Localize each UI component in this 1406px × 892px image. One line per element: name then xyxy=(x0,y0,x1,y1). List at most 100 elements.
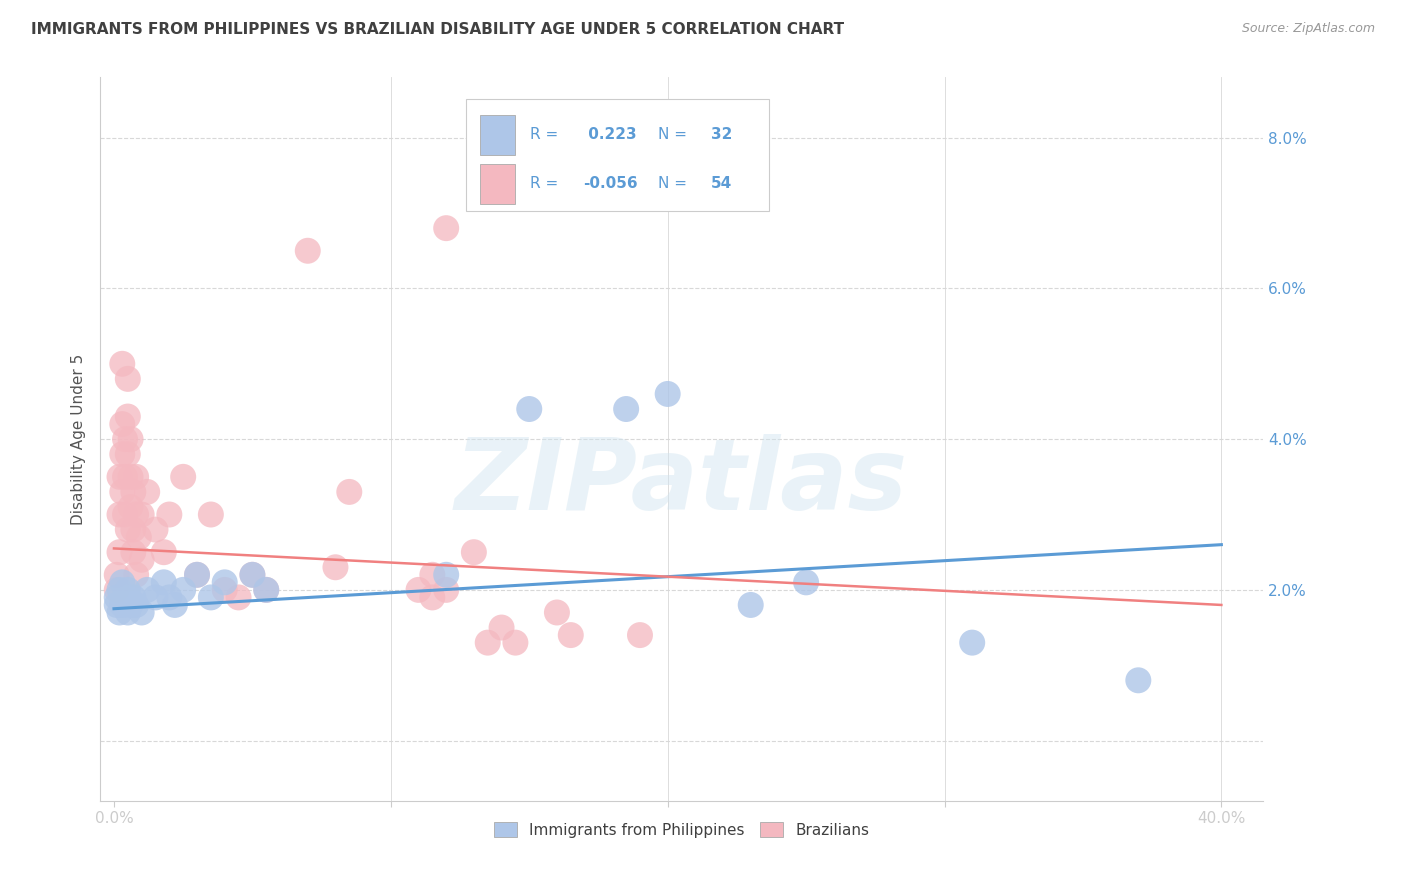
Point xyxy=(120,598,142,612)
Point xyxy=(172,470,194,484)
Text: Source: ZipAtlas.com: Source: ZipAtlas.com xyxy=(1241,22,1375,36)
Point xyxy=(614,402,637,417)
Point xyxy=(108,606,131,620)
Point xyxy=(477,635,499,649)
Point xyxy=(172,582,194,597)
Point xyxy=(136,484,159,499)
Point xyxy=(108,508,131,522)
Point xyxy=(136,582,159,597)
Legend: Immigrants from Philippines, Brazilians: Immigrants from Philippines, Brazilians xyxy=(488,815,875,844)
Point xyxy=(422,591,444,605)
Point xyxy=(214,575,236,590)
Point xyxy=(114,432,136,446)
Point xyxy=(153,545,176,559)
Point xyxy=(111,575,134,590)
Point xyxy=(105,591,128,605)
Point xyxy=(560,628,582,642)
Point xyxy=(117,409,139,424)
Point xyxy=(122,484,145,499)
Point xyxy=(1128,673,1150,688)
Point xyxy=(117,372,139,386)
Text: IMMIGRANTS FROM PHILIPPINES VS BRAZILIAN DISABILITY AGE UNDER 5 CORRELATION CHAR: IMMIGRANTS FROM PHILIPPINES VS BRAZILIAN… xyxy=(31,22,844,37)
Point xyxy=(131,553,153,567)
Point xyxy=(546,606,568,620)
Text: 54: 54 xyxy=(710,177,733,191)
Text: N =: N = xyxy=(658,177,688,191)
Point xyxy=(408,582,430,597)
Point xyxy=(120,500,142,514)
Bar xyxy=(481,164,515,204)
Point xyxy=(117,582,139,597)
Point xyxy=(120,432,142,446)
Point xyxy=(157,508,180,522)
Point xyxy=(186,567,208,582)
Point xyxy=(145,591,167,605)
Point xyxy=(108,470,131,484)
Point xyxy=(111,357,134,371)
Point xyxy=(242,567,264,582)
Point xyxy=(117,523,139,537)
Point xyxy=(153,575,176,590)
Point xyxy=(794,575,817,590)
Point xyxy=(254,582,277,597)
Point xyxy=(628,628,651,642)
Point xyxy=(242,567,264,582)
Point xyxy=(114,591,136,605)
Point xyxy=(434,582,457,597)
Point xyxy=(125,567,148,582)
Point xyxy=(186,567,208,582)
Point xyxy=(131,606,153,620)
Point xyxy=(122,591,145,605)
Point xyxy=(111,447,134,461)
Point xyxy=(740,598,762,612)
Bar xyxy=(481,115,515,155)
Point xyxy=(114,508,136,522)
Point xyxy=(434,567,457,582)
Point xyxy=(111,417,134,431)
Point xyxy=(125,470,148,484)
Point xyxy=(505,635,527,649)
Point xyxy=(145,523,167,537)
Point xyxy=(122,523,145,537)
Text: N =: N = xyxy=(658,127,688,142)
Text: ZIPatlas: ZIPatlas xyxy=(456,434,908,531)
Text: R =: R = xyxy=(530,127,558,142)
Point xyxy=(157,591,180,605)
Text: R =: R = xyxy=(530,177,558,191)
Point xyxy=(108,545,131,559)
Point xyxy=(125,508,148,522)
Point xyxy=(122,545,145,559)
Point xyxy=(200,508,222,522)
Point xyxy=(131,508,153,522)
Point xyxy=(297,244,319,258)
Point xyxy=(325,560,347,574)
Point xyxy=(337,484,360,499)
Point xyxy=(214,582,236,597)
Point xyxy=(960,635,983,649)
Point xyxy=(105,582,128,597)
Point xyxy=(434,221,457,235)
Point xyxy=(517,402,540,417)
Point xyxy=(117,606,139,620)
Text: 0.223: 0.223 xyxy=(582,127,637,142)
Point xyxy=(254,582,277,597)
Y-axis label: Disability Age Under 5: Disability Age Under 5 xyxy=(72,353,86,524)
Point xyxy=(463,545,485,559)
Point xyxy=(128,530,150,544)
Point xyxy=(105,567,128,582)
Text: -0.056: -0.056 xyxy=(582,177,637,191)
Point xyxy=(111,598,134,612)
Point xyxy=(657,387,679,401)
Point xyxy=(105,598,128,612)
Point xyxy=(111,484,134,499)
Text: 32: 32 xyxy=(710,127,733,142)
Point xyxy=(422,567,444,582)
Point xyxy=(491,621,513,635)
Point xyxy=(120,470,142,484)
Point xyxy=(125,598,148,612)
Point xyxy=(117,447,139,461)
Point xyxy=(114,470,136,484)
Point xyxy=(228,591,250,605)
FancyBboxPatch shape xyxy=(467,99,769,211)
Point xyxy=(108,582,131,597)
